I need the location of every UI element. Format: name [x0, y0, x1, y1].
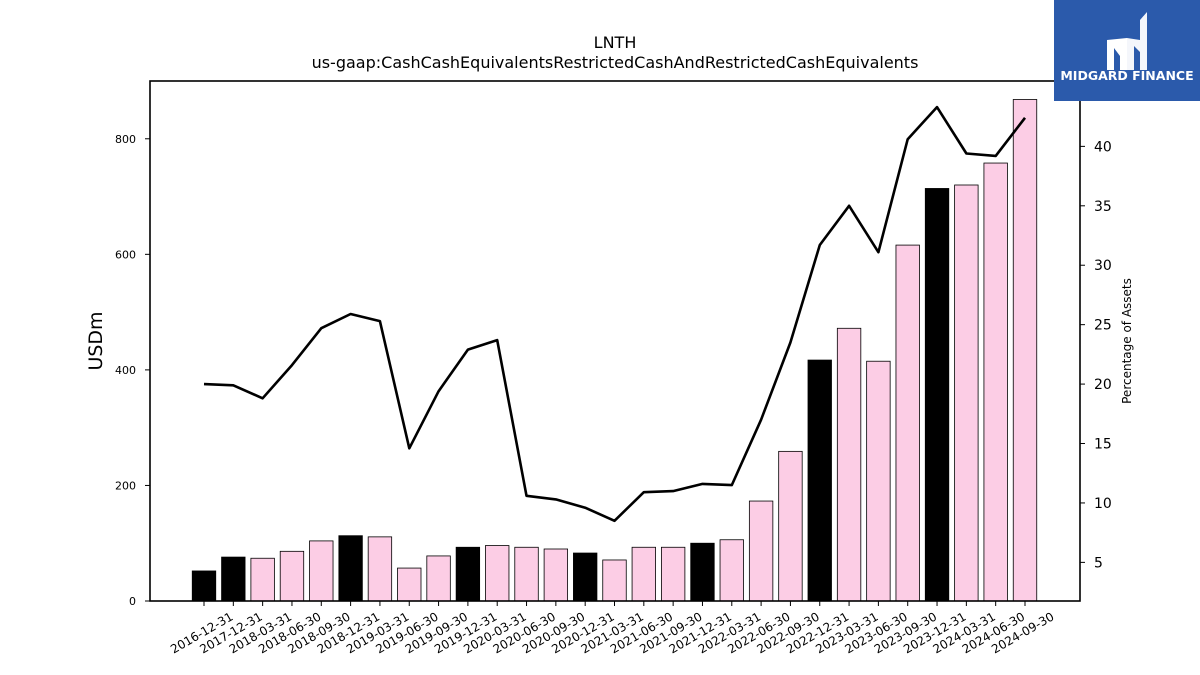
y-axis-label: USDm	[85, 311, 107, 370]
bar-2020-03-31	[485, 545, 510, 602]
brand-name: MIDGARD FINANCE	[1060, 68, 1194, 83]
y-tick-label: 800	[115, 133, 136, 146]
bar-2023-03-31	[836, 327, 862, 602]
bar-2021-12-31	[690, 542, 715, 602]
bar-2019-03-31	[367, 536, 393, 602]
midgard-logo-icon	[1107, 12, 1147, 70]
bar-2020-06-30	[514, 546, 539, 602]
bar-2022-12-31	[807, 359, 832, 602]
bar-2018-03-31	[250, 557, 275, 602]
bar-2024-03-31	[954, 184, 979, 602]
y2-tick-label: 20	[1094, 377, 1112, 393]
bar-2020-12-31	[573, 552, 598, 602]
y2-tick-label: 35	[1094, 199, 1112, 215]
percent-of-assets-line	[203, 105, 1027, 523]
line-group	[203, 105, 1027, 523]
y2-tick-label: 40	[1094, 139, 1112, 155]
bar-2021-03-31	[602, 559, 627, 602]
y2-tick-label: 15	[1094, 437, 1112, 453]
chart-title: LNTH	[594, 33, 637, 52]
y-tick-label: 0	[129, 595, 136, 608]
brand-logo: MIDGARD FINANCE	[1054, 0, 1200, 101]
bar-2019-09-30	[426, 555, 451, 602]
y2-axis-label: Percentage of Assets	[1120, 278, 1134, 404]
bar-2023-09-30	[895, 244, 920, 602]
bar-2020-09-30	[543, 548, 569, 602]
bar-2022-09-30	[778, 450, 803, 602]
bar-2016-12-31	[191, 570, 217, 602]
y-tick-label: 400	[115, 364, 136, 377]
y-tick-label: 600	[115, 248, 136, 261]
y-tick-label: 200	[115, 479, 136, 492]
bar-2018-09-30	[309, 540, 334, 602]
bar-2021-06-30	[631, 546, 656, 602]
bars-group	[191, 99, 1038, 602]
bar-2019-06-30	[397, 567, 422, 602]
y2-tick-label: 10	[1094, 496, 1112, 512]
bar-2021-09-30	[660, 546, 686, 602]
bar-2019-12-31	[455, 546, 481, 602]
bar-2022-03-31	[719, 539, 744, 602]
bar-2018-06-30	[279, 550, 305, 602]
bar-2024-09-30	[1012, 99, 1038, 602]
bar-2022-06-30	[748, 500, 774, 602]
y2-tick-label: 5	[1094, 555, 1103, 571]
bar-2018-12-31	[338, 535, 363, 602]
chart-subtitle: us-gaap:CashCashEquivalentsRestrictedCas…	[312, 53, 919, 72]
bar-2023-06-30	[866, 360, 891, 602]
y2-tick-label: 25	[1094, 318, 1112, 334]
y2-tick-label: 30	[1094, 258, 1112, 274]
bar-2017-12-31	[221, 556, 246, 602]
bar-2023-12-31	[924, 188, 950, 602]
bar-2024-06-30	[983, 162, 1008, 602]
